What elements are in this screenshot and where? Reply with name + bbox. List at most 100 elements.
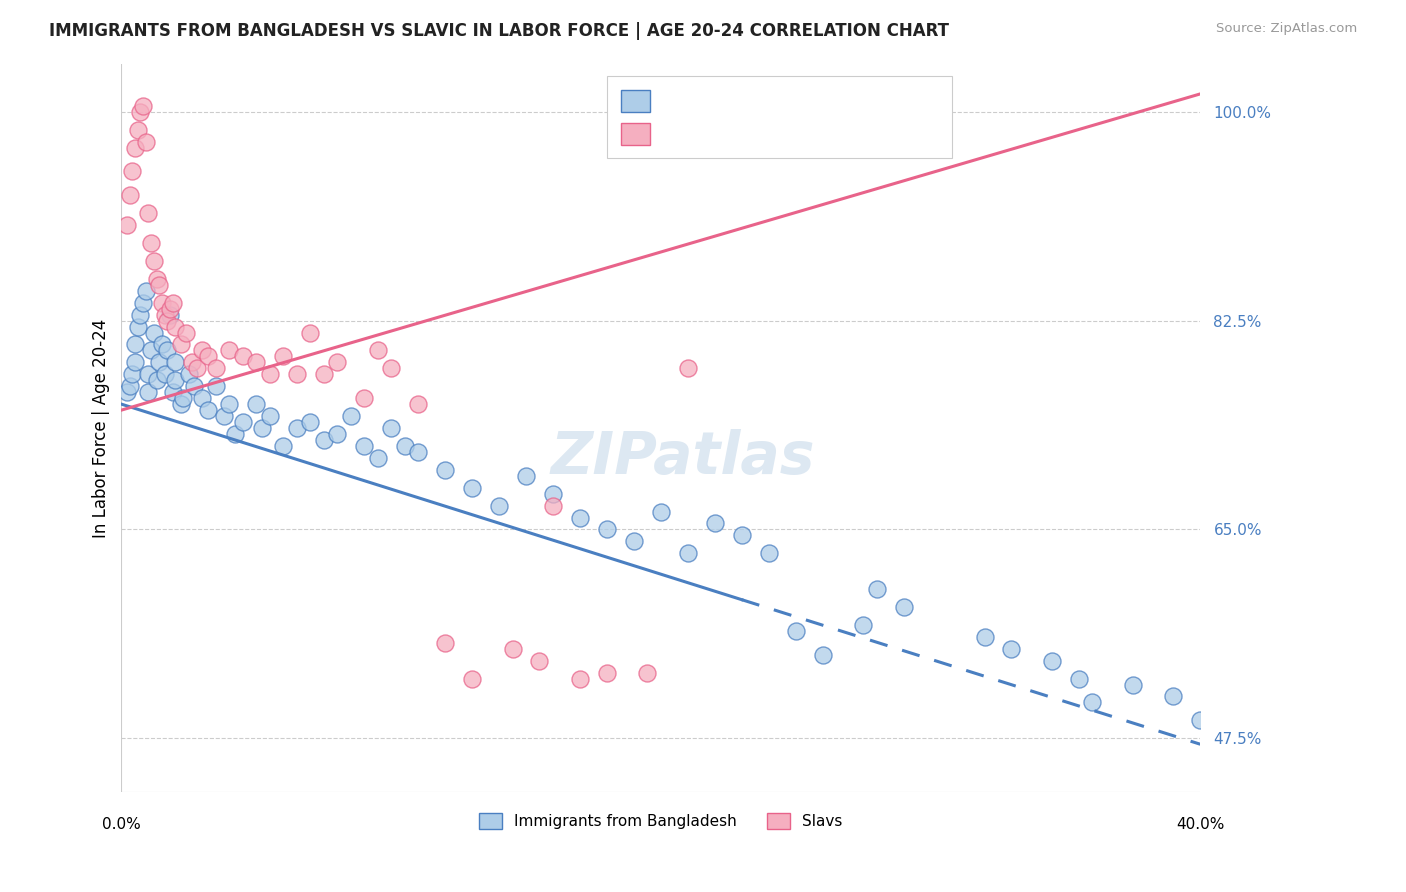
Point xyxy=(135,284,157,298)
Point xyxy=(380,421,402,435)
Text: 40.0%: 40.0% xyxy=(1175,817,1225,832)
Point xyxy=(811,648,834,662)
Point xyxy=(1122,677,1144,691)
Text: N = 48: N = 48 xyxy=(787,125,845,139)
Point xyxy=(186,361,208,376)
Point xyxy=(191,391,214,405)
Point xyxy=(129,104,152,119)
Point xyxy=(893,599,915,614)
Point xyxy=(973,630,995,644)
Point xyxy=(232,415,254,429)
Text: Source: ZipAtlas.com: Source: ZipAtlas.com xyxy=(1216,22,1357,36)
Point xyxy=(434,463,457,477)
Point xyxy=(731,528,754,542)
Text: 0.0%: 0.0% xyxy=(103,817,141,832)
Point xyxy=(703,516,725,531)
Point xyxy=(124,355,146,369)
Point xyxy=(197,350,219,364)
Point xyxy=(326,355,349,369)
Point xyxy=(174,326,197,340)
Point xyxy=(142,326,165,340)
Point xyxy=(132,295,155,310)
Y-axis label: In Labor Force | Age 20-24: In Labor Force | Age 20-24 xyxy=(93,318,110,538)
Point xyxy=(150,295,173,310)
Point xyxy=(636,665,658,680)
Point xyxy=(406,445,429,459)
Point xyxy=(353,391,375,405)
Point xyxy=(1163,690,1185,704)
Point xyxy=(165,319,187,334)
Point xyxy=(142,254,165,268)
Point xyxy=(162,295,184,310)
Point xyxy=(139,343,162,358)
Point xyxy=(367,450,389,465)
Point xyxy=(115,385,138,400)
Point xyxy=(156,343,179,358)
Point xyxy=(162,385,184,400)
Point xyxy=(232,350,254,364)
Point xyxy=(865,582,887,596)
Point xyxy=(326,427,349,442)
Point xyxy=(180,355,202,369)
Point xyxy=(138,206,160,220)
Point xyxy=(148,355,170,369)
Point xyxy=(529,654,551,668)
Point xyxy=(312,433,335,447)
Point xyxy=(650,504,672,518)
Point xyxy=(121,164,143,178)
Point xyxy=(299,415,322,429)
Text: R =: R = xyxy=(661,125,695,139)
Point xyxy=(1067,672,1090,686)
Point xyxy=(224,427,246,442)
Point xyxy=(159,301,181,316)
Point xyxy=(312,368,335,382)
Point xyxy=(852,618,875,632)
Point xyxy=(1000,641,1022,656)
Point xyxy=(135,135,157,149)
Point xyxy=(299,326,322,340)
Point xyxy=(367,343,389,358)
Point xyxy=(259,409,281,423)
Text: N = 73: N = 73 xyxy=(787,92,845,106)
Point xyxy=(758,546,780,560)
Point xyxy=(461,672,484,686)
Point xyxy=(676,546,699,560)
Point xyxy=(124,140,146,154)
Point xyxy=(145,272,167,286)
Text: ZIPatlas: ZIPatlas xyxy=(550,429,814,485)
Point xyxy=(568,510,591,524)
Point xyxy=(153,308,176,322)
Text: 0.180: 0.180 xyxy=(703,125,756,139)
Text: R =: R = xyxy=(661,92,695,106)
Point xyxy=(127,319,149,334)
Point xyxy=(159,308,181,322)
Point xyxy=(197,403,219,417)
Point xyxy=(271,439,294,453)
Point xyxy=(139,235,162,250)
Point xyxy=(406,397,429,411)
Point xyxy=(191,343,214,358)
Text: -0.284: -0.284 xyxy=(703,92,758,106)
Point xyxy=(515,468,537,483)
Point xyxy=(785,624,807,638)
Point xyxy=(676,361,699,376)
Point xyxy=(172,391,194,405)
Point xyxy=(353,439,375,453)
Point xyxy=(596,523,619,537)
Point xyxy=(380,361,402,376)
Point xyxy=(183,379,205,393)
Point xyxy=(170,397,193,411)
Point xyxy=(170,337,193,351)
Point xyxy=(218,397,240,411)
Point xyxy=(212,409,235,423)
Point xyxy=(205,361,228,376)
Point xyxy=(177,368,200,382)
Point xyxy=(502,641,524,656)
Point xyxy=(121,368,143,382)
Point xyxy=(118,188,141,202)
Point xyxy=(259,368,281,382)
Point xyxy=(153,368,176,382)
Point xyxy=(118,379,141,393)
Point xyxy=(132,99,155,113)
Point xyxy=(568,672,591,686)
